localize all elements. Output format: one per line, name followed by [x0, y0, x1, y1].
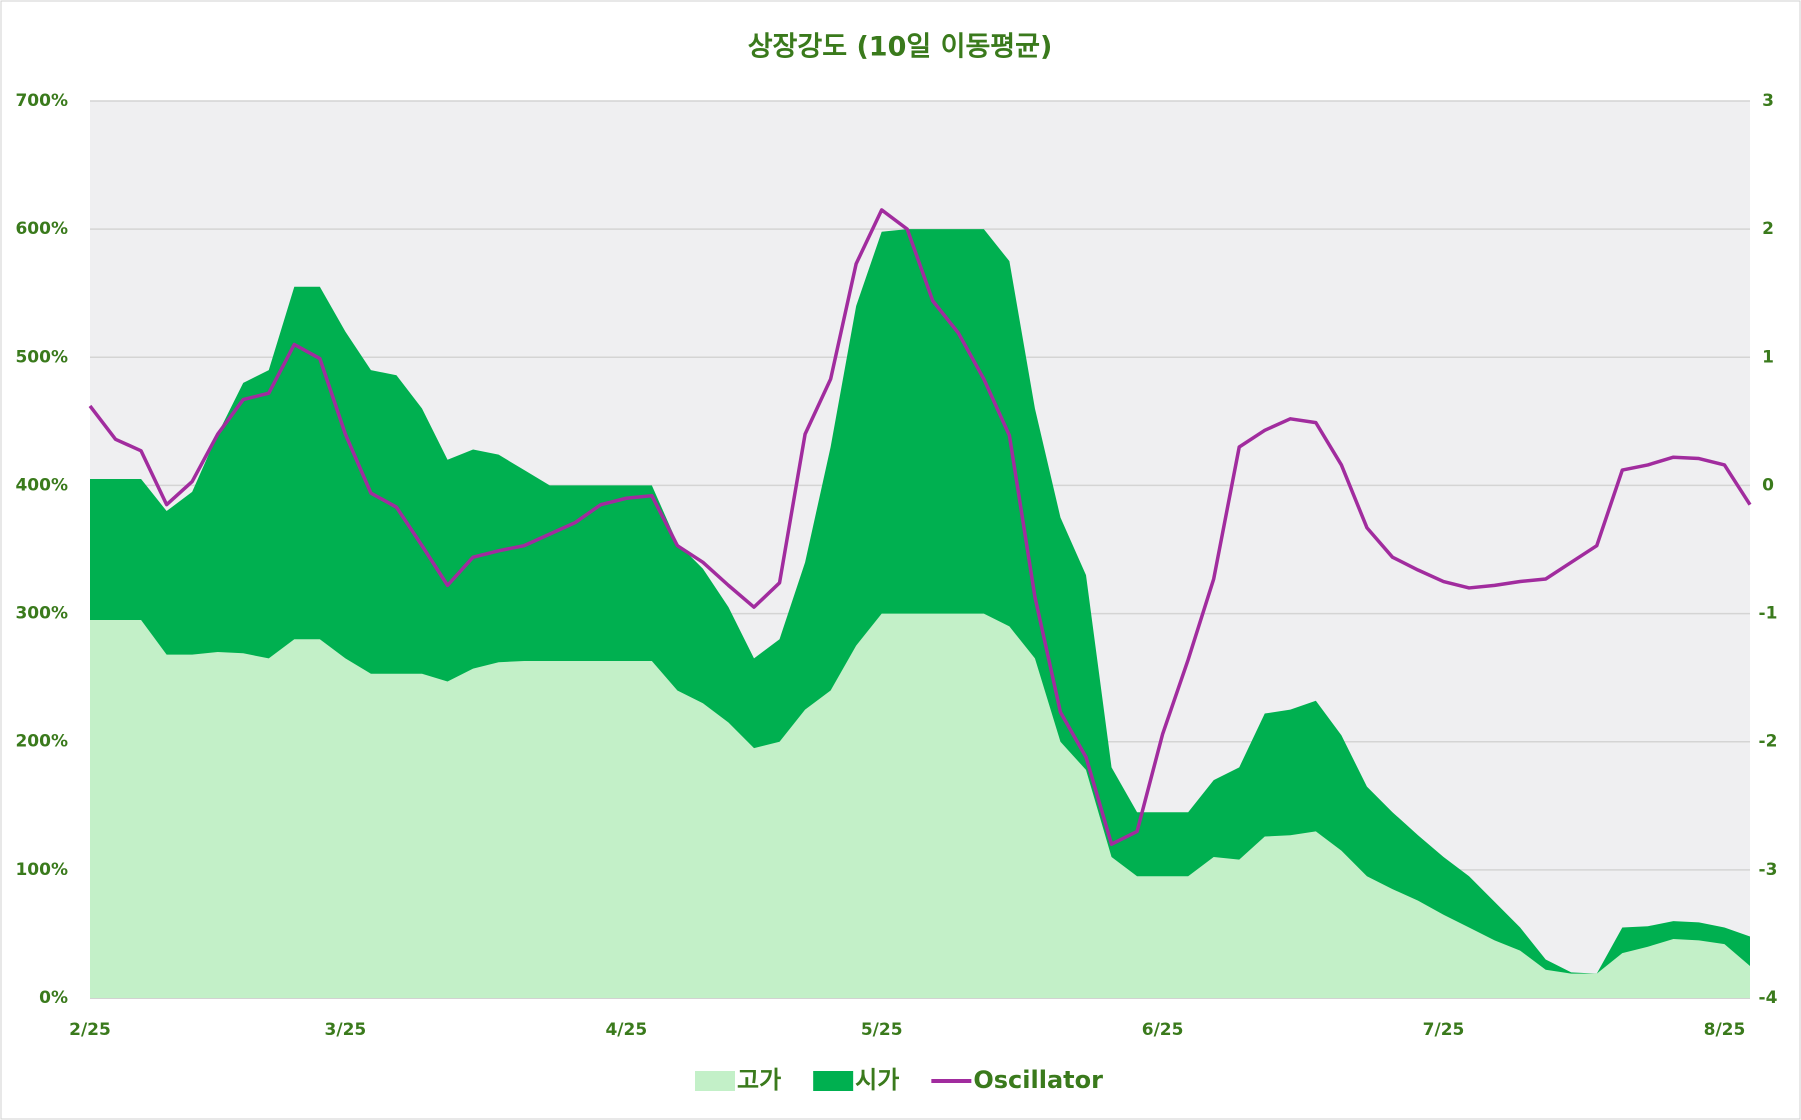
x-tick-label: 3/25 — [325, 1020, 367, 1040]
x-tick-label: 5/25 — [861, 1020, 903, 1040]
y-tick-label: 300% — [15, 604, 68, 624]
y-tick-label: 600% — [15, 219, 68, 239]
line — [88, 208, 1752, 846]
y2-tick-label: 3 — [1762, 91, 1774, 111]
x-tick-label: 6/25 — [1142, 1020, 1184, 1040]
area — [90, 613, 1750, 998]
y2-tick-label: -2 — [1759, 732, 1778, 752]
legend-swatch — [695, 1071, 735, 1091]
y-tick-label: 100% — [15, 860, 68, 880]
y2-tick-label: -1 — [1759, 604, 1778, 624]
y2-tick-label: -4 — [1759, 988, 1778, 1008]
y2-tick-label: 2 — [1762, 219, 1774, 239]
legend-label: Oscillator — [973, 1066, 1103, 1094]
y2-tick-label: -3 — [1759, 860, 1778, 880]
y-tick-label: 0% — [39, 988, 68, 1008]
y-tick-label: 400% — [15, 475, 68, 495]
y-tick-label: 700% — [15, 91, 68, 111]
y-tick-label: 500% — [15, 347, 68, 367]
legend-label: 고가 — [737, 1066, 781, 1094]
x-tick-label: 8/25 — [1704, 1020, 1746, 1040]
x-tick-label: 7/25 — [1423, 1020, 1465, 1040]
x-tick-label: 2/25 — [69, 1020, 111, 1040]
y2-tick-label: 0 — [1762, 475, 1774, 495]
legend-label: 시가 — [855, 1066, 899, 1094]
y-tick-label: 200% — [15, 732, 68, 752]
legend-swatch — [813, 1071, 854, 1091]
y2-tick-label: 1 — [1762, 347, 1774, 367]
legend: 고가 시가 Oscillator — [695, 1066, 1103, 1094]
x-tick-label: 4/25 — [605, 1020, 647, 1040]
chart-title: 상장강도 (10일 이동평균) — [748, 32, 1053, 63]
